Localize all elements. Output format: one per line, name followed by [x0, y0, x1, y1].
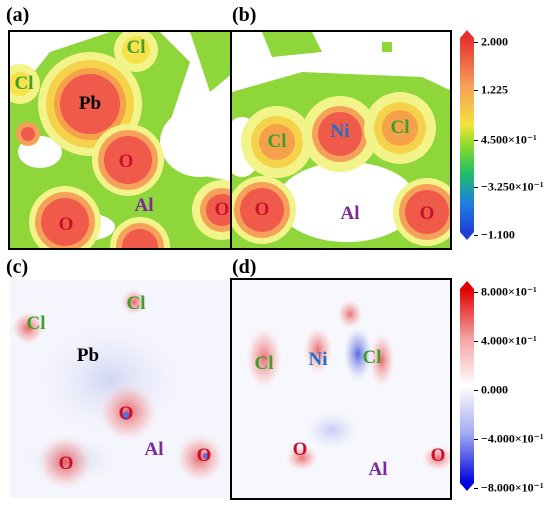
panel-b-contours	[232, 32, 450, 248]
atom-halo-o4	[192, 180, 230, 240]
atom-label-o: O	[58, 214, 74, 235]
atom-halo-o-right	[393, 178, 450, 246]
atom-halo-o2	[29, 186, 101, 248]
panel-c-contours	[10, 280, 230, 498]
atom-halo-cl-right	[364, 92, 436, 164]
atom-halo-o3	[110, 217, 170, 248]
colorbar-top	[460, 38, 474, 232]
atom-halo-cl1	[114, 32, 158, 72]
colorbar-bottom	[460, 289, 474, 483]
colorbar-bottom-tick: 4.000×10⁻¹	[481, 333, 537, 348]
atom-label-al: Al	[144, 439, 164, 460]
colorbar-bottom-min-arrow	[460, 483, 474, 491]
colorbar-bottom-tick: −4.000×10⁻¹	[481, 431, 544, 446]
atom-label-al: Al	[368, 459, 388, 480]
atom-label-ni: Ni	[330, 121, 350, 142]
atom-label-cl: Cl	[362, 347, 382, 368]
panel-a-contours	[10, 32, 230, 248]
atom-label-cl: Cl	[126, 37, 146, 58]
charge-lobe-cl-right	[368, 330, 396, 390]
atom-label-cl: Cl	[390, 117, 410, 138]
colorbar-bottom-max-arrow	[460, 281, 474, 289]
colorbar-top-tick: −1.100	[481, 227, 515, 242]
atom-label-o: O	[118, 151, 134, 172]
charge-lobe-o3	[174, 432, 226, 484]
atom-label-pb: Pb	[78, 93, 102, 114]
panel-d-cdd-map: Cl Ni Cl O Al O	[230, 278, 452, 500]
atom-label-o: O	[58, 453, 74, 474]
atom-halo-pb	[38, 52, 142, 156]
atom-label-o: O	[214, 199, 230, 220]
atom-label-o: O	[118, 403, 134, 424]
atom-label-o: O	[419, 203, 435, 224]
panel-b-elf-map: Cl Ni Cl O Al O	[230, 30, 452, 250]
colorbar-top-tick: −3.250×10⁻¹	[481, 179, 544, 194]
panel-label-a: (a)	[6, 4, 30, 26]
panel-label-d: (d)	[232, 256, 257, 278]
atom-label-o: O	[254, 199, 270, 220]
panel-label-b: (b)	[232, 4, 257, 26]
panel-c-cdd-map: Cl Cl Pb O Al O O	[8, 278, 232, 500]
colorbar-top-tick: 1.225	[481, 82, 508, 97]
atom-label-o: O	[196, 445, 212, 466]
charge-lobe-o1	[96, 380, 160, 444]
atom-halo-o-left	[232, 176, 296, 244]
colorbar-top-min-arrow	[460, 232, 474, 240]
atom-label-o: O	[430, 445, 446, 466]
atom-halo-cl2	[10, 64, 40, 104]
atom-label-o: O	[292, 439, 308, 460]
panel-label-c: (c)	[6, 256, 29, 278]
charge-lobe-o2	[35, 432, 95, 492]
colorbar-top-max-arrow	[460, 30, 474, 38]
colorbar-bottom-tick: 0.000	[481, 382, 508, 397]
atom-label-al: Al	[340, 203, 360, 224]
colorbar-top-tick: 2.000	[481, 34, 508, 49]
atom-halo-cl-left	[241, 106, 313, 178]
atom-label-cl: Cl	[126, 293, 146, 314]
colorbar-bottom-tick: 8.000×10⁻¹	[481, 284, 537, 299]
atom-halo-o1	[92, 124, 164, 196]
charge-lobe-cl-left	[244, 324, 284, 392]
colorbar-bottom-tick: −8.000×10⁻¹	[481, 480, 544, 495]
panel-a-elf-map: Cl Cl Pb O Al O O	[8, 30, 232, 250]
atom-label-cl: Cl	[14, 73, 34, 94]
atom-halo-ni	[302, 96, 378, 172]
atom-label-al: Al	[134, 195, 154, 216]
charge-lobe-ni	[302, 324, 334, 376]
atom-label-ni: Ni	[308, 349, 328, 370]
atom-label-cl: Cl	[254, 353, 274, 374]
charge-lobe-blue	[342, 324, 374, 384]
panel-d-contours	[232, 280, 450, 498]
atom-label-pb: Pb	[76, 345, 100, 366]
atom-label-cl: Cl	[26, 313, 46, 334]
atom-label-cl: Cl	[267, 131, 287, 152]
colorbar-top-tick: 4.500×10⁻¹	[481, 132, 537, 147]
